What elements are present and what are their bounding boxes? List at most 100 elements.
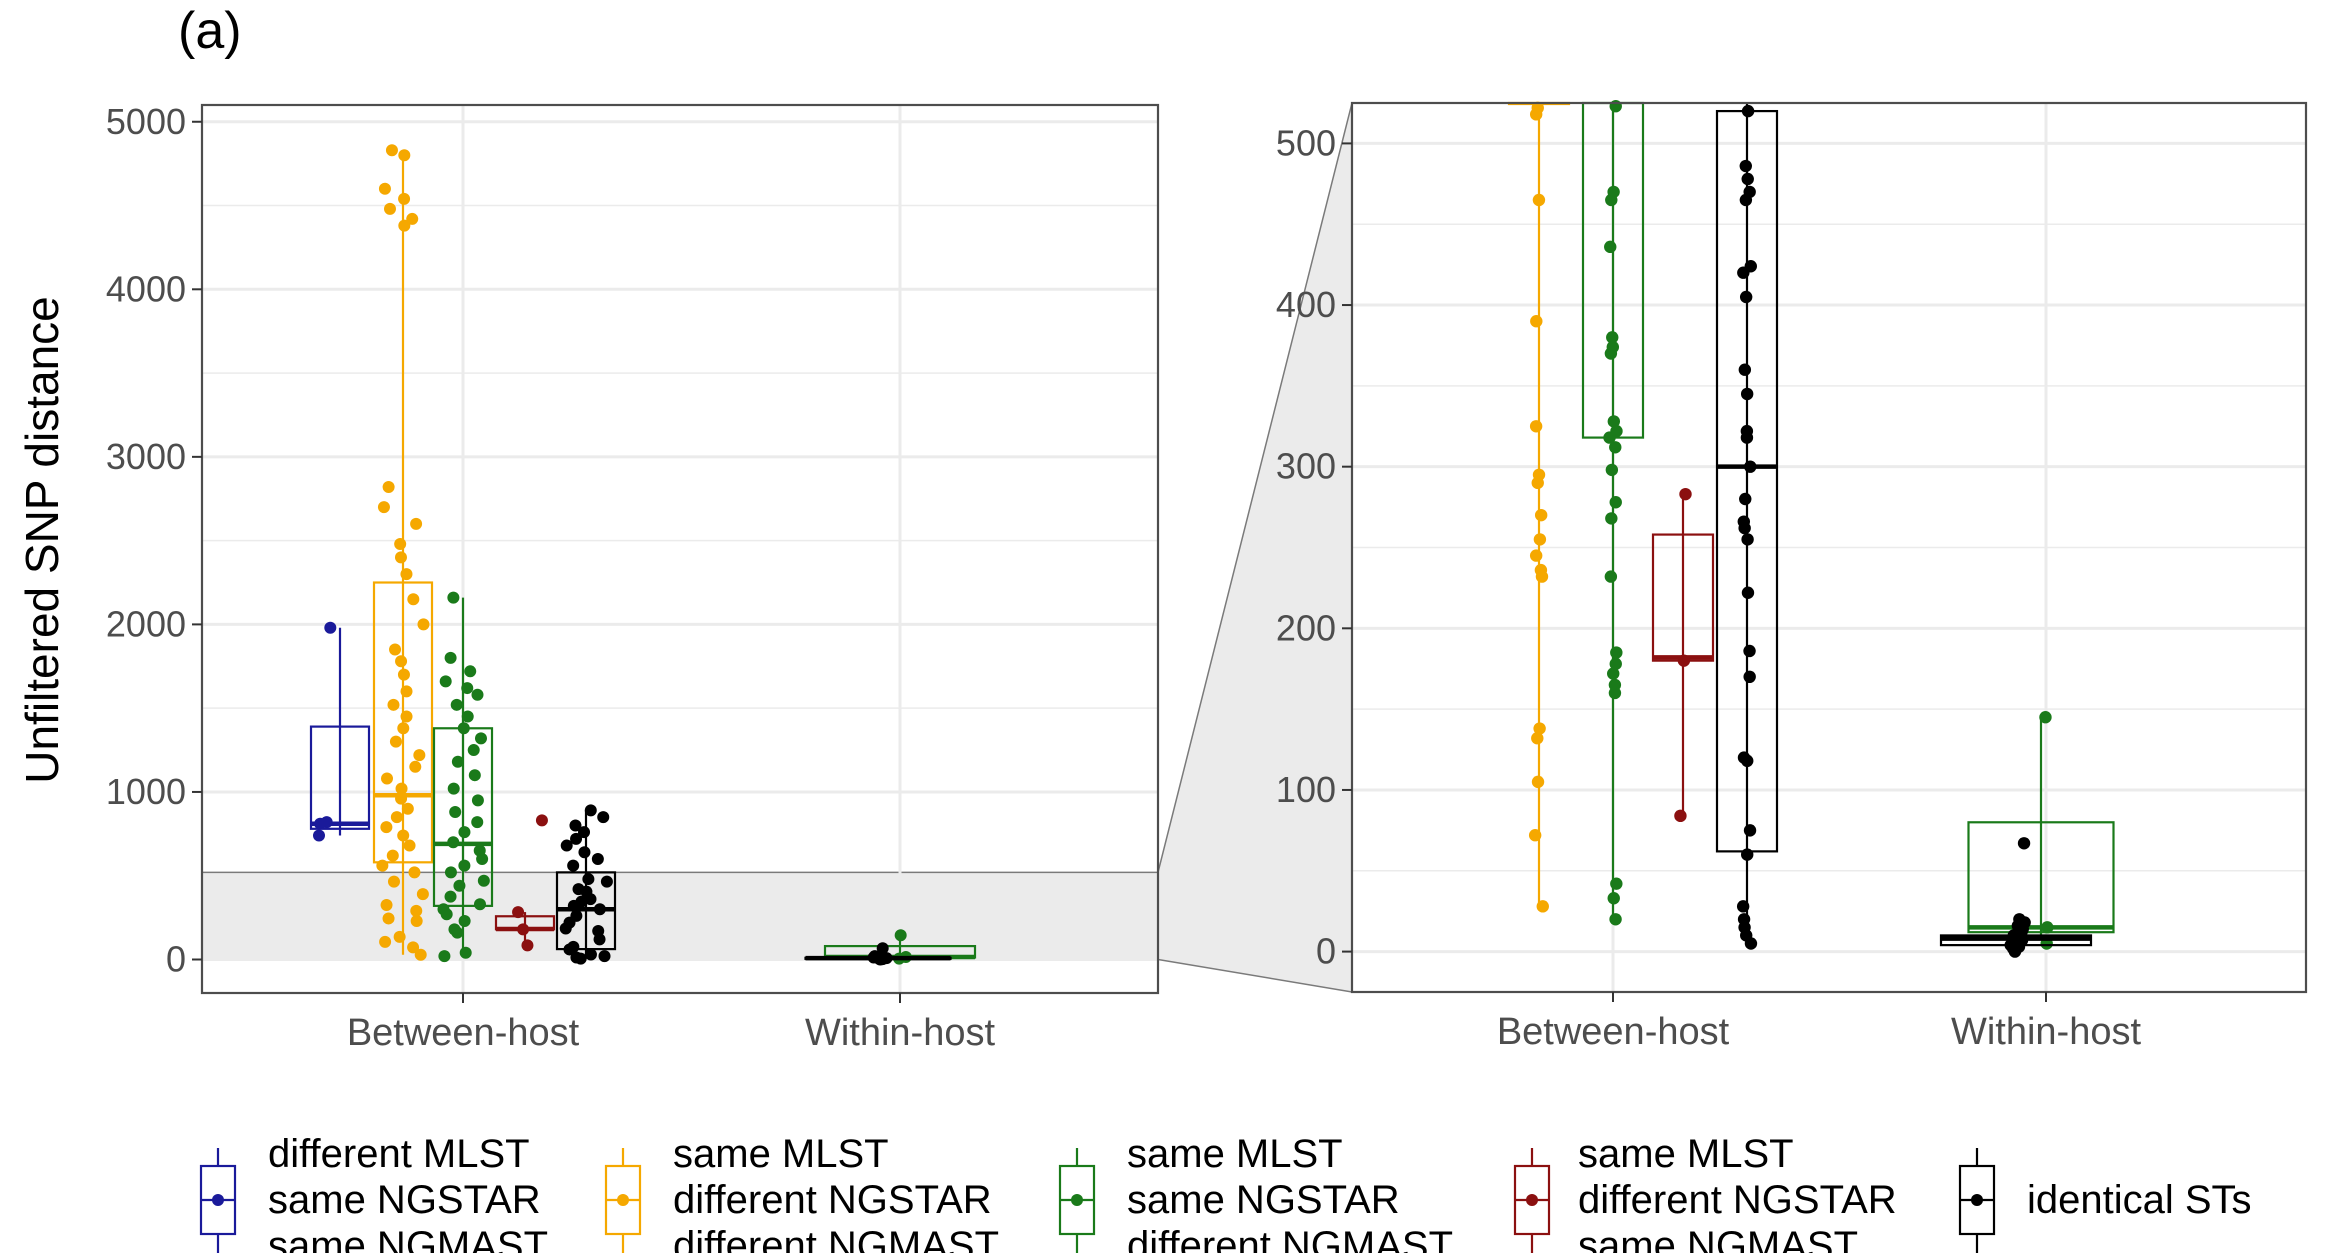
data-point [1677,654,1691,667]
box-within-host-identical-sts [804,942,952,966]
data-point [868,950,881,963]
data-point [382,481,395,494]
y-tick-label: 5000 [106,101,186,142]
data-point [1529,549,1543,562]
data-point [1607,415,1621,428]
data-point [398,149,411,162]
data-point [1740,387,1754,401]
data-point [1739,159,1752,173]
data-point [1744,460,1757,473]
data-point [1741,533,1754,546]
data-point [417,618,430,631]
legend-label: same MLST [1127,1132,1343,1176]
data-point [383,202,396,215]
data-point [378,182,391,195]
data-point [416,888,429,901]
data-point [1530,315,1543,328]
data-point [2017,837,2031,850]
data-point [1743,644,1756,658]
data-point [582,873,595,886]
data-point [535,814,548,827]
data-point [512,906,525,919]
data-point [1609,657,1622,671]
data-point [376,859,389,872]
legend-key-point [1526,1194,1538,1206]
legend-label: different NGSTAR [673,1178,992,1222]
data-point [598,950,611,963]
data-point [1605,512,1618,525]
x-tick-label: Between-host [347,1012,580,1054]
data-point [560,839,573,852]
data-point [1743,185,1756,199]
data-point [387,698,400,711]
data-point [464,665,477,678]
data-point [1740,424,1754,438]
data-point [1607,892,1620,905]
data-point [1737,515,1751,528]
data-point [584,948,597,961]
data-point [324,621,337,634]
data-point [390,811,403,824]
data-point [314,817,327,830]
data-point [410,904,423,917]
data-point [461,682,474,695]
data-point [401,802,414,815]
data-point [1609,100,1622,113]
data-point [406,212,419,225]
data-point [414,948,427,961]
data-point [393,930,406,943]
data-point [447,591,460,604]
data-point [1610,646,1623,659]
data-point [444,890,457,903]
legend-label: same NGMAST [1578,1224,1858,1253]
data-point [400,568,413,581]
legend-label: different NGMAST [673,1224,999,1253]
y-tick-label: 4000 [106,268,186,309]
data-point [597,811,610,824]
legend-label: same NGSTAR [1127,1178,1400,1222]
data-point [458,826,471,839]
x-tick-label: Within-host [805,1012,995,1054]
legend-key-point [1071,1194,1083,1206]
x-tick-label: Within-host [1951,1011,2141,1053]
data-point [447,782,460,795]
y-tick-label: 0 [1316,931,1336,972]
data-point [398,192,411,205]
legend-label: different MLST [268,1132,530,1176]
data-point [1528,829,1542,842]
data-point [467,744,480,757]
data-point [468,769,481,782]
box-between-host-same-mlst-different-ngstar-different-ngmast [372,144,434,961]
data-point [408,866,421,879]
data-point [394,551,407,564]
data-point [1609,496,1622,509]
box-between-host-different-mlst-same-ngstar-same-ngmast [309,621,371,842]
data-point [1743,670,1756,684]
legend-item-5: identical STs [1958,1148,2252,1253]
data-point [1744,260,1757,273]
data-point [471,794,484,807]
panel-border [200,103,1160,995]
data-point [2041,921,2054,934]
data-point [397,668,410,681]
data-point [1741,586,1755,599]
data-point [1606,340,1620,354]
data-point [461,710,474,723]
y-tick-label: 100 [1276,769,1336,810]
data-point [407,941,420,954]
data-point [1531,101,1544,115]
data-point [395,655,408,668]
data-point [385,144,398,157]
data-point [444,651,457,664]
legend-label: same MLST [673,1132,889,1176]
left-chart: 0 1000 2000 3000 4000 5000 Between-host Within-… [106,101,1160,1054]
data-point [1741,848,1754,861]
y-axis-title: Unfiltered SNP distance [16,296,68,784]
data-point [1736,900,1750,913]
data-point [2039,711,2052,724]
data-point [1533,533,1547,546]
